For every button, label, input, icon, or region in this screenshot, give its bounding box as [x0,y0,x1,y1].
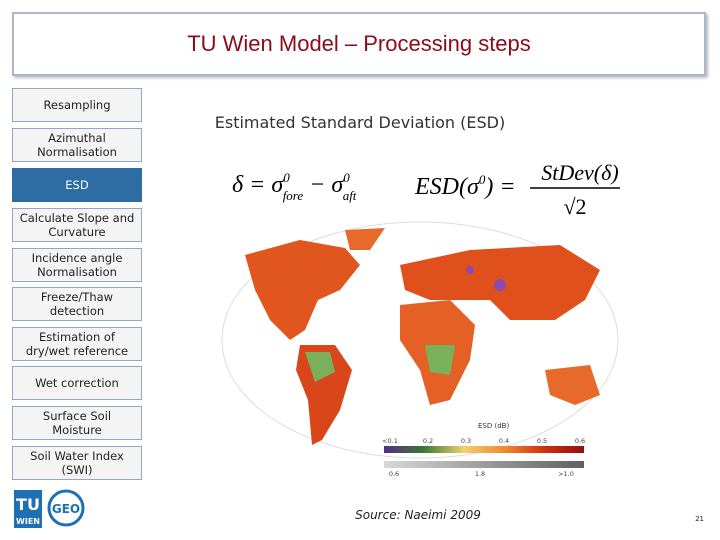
logo-wien: WIEN [16,517,40,526]
colorbar-gray [384,461,584,468]
formula-denominator: √2 [563,194,586,219]
legend-label: >1.0 [558,470,574,478]
step-box: Surface Soil Moisture [12,406,142,440]
legend-label: 0.6 [575,437,585,445]
legend-label: <0.1 [382,437,398,445]
logo-tu: TU [16,495,40,514]
step-box: Freeze/Thaw detection [12,287,142,321]
formula-part: 0 [343,170,350,185]
logo-circle [47,489,85,527]
slide-title: TU Wien Model – Processing steps [187,31,531,56]
legend-label: 0.4 [499,437,509,445]
step-box: Resampling [12,88,142,122]
content-heading: Estimated Standard Deviation (ESD) [215,113,505,132]
legend-label: 0.2 [423,437,433,445]
formula-part: δ = σ [232,172,284,198]
formula-part: fore [283,188,304,203]
world-map [221,221,619,459]
legend-label: 0.3 [461,437,471,445]
page-number: 21 [695,515,704,523]
legend-label: 1.8 [475,470,485,478]
step-box: Soil Water Index (SWI) [12,446,142,480]
title-box: TU Wien Model – Processing steps [12,12,706,76]
formula-part: − σ [303,172,344,198]
logo-geo: GEO [52,502,80,516]
legend-labels: <0.1 0.2 0.3 0.4 0.5 0.6 0.6 1.8 >1.0 [382,437,585,478]
formula-esd: ESD(σ0) = [414,172,516,200]
step-box: Azimuthal Normalisation [12,128,142,162]
formula-part: 0 [479,172,486,187]
logo: TU WIEN GEO [14,489,85,528]
logo-box [14,490,42,528]
formula-delta: δ = σ0 fore − σ0 aft [232,170,357,203]
step-box: Calculate Slope and Curvature [12,208,142,242]
step-box: Wet correction [12,366,142,400]
formula-numerator: StDev(δ) [541,160,618,185]
formula-part: aft [343,188,357,203]
legend-label: 0.5 [537,437,547,445]
source: Source: Naeimi 2009 [355,508,481,522]
legend-label: 0.6 [389,470,399,478]
legend-title: ESD (dB) [478,422,509,430]
formula-part: ESD(σ [414,174,480,200]
step-box: Incidence angle Normalisation [12,248,142,282]
colorbar-esd [384,446,584,453]
formula-part: ) = [483,174,515,200]
formula-part: 0 [283,170,290,185]
step-box: Estimation of dry/wet reference [12,327,142,361]
step-box: ESD [12,168,142,202]
